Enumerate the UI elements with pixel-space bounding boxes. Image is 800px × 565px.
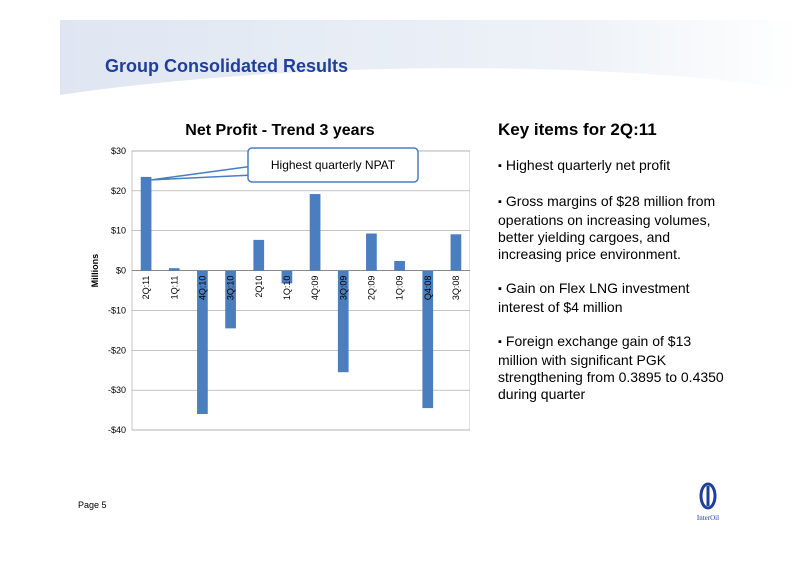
plot-frame [131, 150, 470, 431]
y-tick-label: $0 [116, 266, 126, 276]
page-title: Group Consolidated Results [105, 56, 349, 76]
x-tick-label: 2Q10 [254, 276, 264, 298]
x-tick-label: 4Q:10 [197, 276, 207, 301]
x-tick-label: Q4:08 [423, 276, 433, 301]
bar-1Q:11 [168, 268, 180, 271]
y-tick-label: -$20 [108, 345, 126, 355]
bar-3Q:10 [225, 270, 236, 329]
key-item: Highest quarterly net profit [498, 157, 728, 176]
bar-2Q:11 [140, 176, 152, 271]
y-tick-label: $10 [111, 226, 126, 236]
y-tick-label: -$40 [108, 425, 126, 435]
annotation-pointer [151, 165, 249, 181]
bar-4Q:10 [197, 270, 208, 415]
key-item: Gain on Flex LNG investment interest of … [498, 280, 728, 316]
header-background [60, 20, 800, 95]
x-tick-label: 1Q:09 [395, 276, 405, 301]
chart-title: Net Profit - Trend 3 years [185, 122, 374, 139]
y-tick-label: $20 [111, 186, 126, 196]
y-axis-label: Millions [90, 254, 100, 287]
key-item: Foreign exchange gain of $13 million wit… [498, 333, 728, 403]
bar-1Q:09 [394, 261, 405, 271]
bar-3Q:09 [337, 270, 349, 373]
bar-3Q:08 [450, 234, 462, 271]
interoil-logo: InterOil [697, 482, 719, 522]
net-profit-chart: Net Profit - Trend 3 years Millions $30 $… [90, 122, 470, 435]
logo-text: InterOil [697, 514, 719, 522]
x-tick-label: 2Q:09 [366, 276, 376, 301]
x-tick-label: 1Q:11 [169, 276, 179, 300]
x-tick-label: 4Q:09 [310, 276, 320, 301]
bar-2Q10 [253, 239, 265, 271]
key-items-list: Highest quarterly net profit Gross margi… [498, 157, 728, 420]
y-tick-label: $30 [111, 146, 126, 156]
bar-2Q:09 [366, 233, 377, 271]
key-items-title: Key items for 2Q:11 [498, 120, 657, 139]
page-number: Page 5 [78, 500, 107, 510]
bar-1Q:10 [281, 270, 293, 284]
y-tick-label: -$10 [108, 305, 126, 315]
x-tick-label: 3Q:10 [226, 276, 236, 301]
bar-4Q:09 [309, 194, 321, 271]
x-tick-label: 3Q:08 [451, 276, 461, 301]
annotation-text: Highest quarterly NPAT [271, 158, 396, 172]
y-tick-label: -$30 [108, 385, 126, 395]
x-tick-label: 2Q:11 [141, 276, 151, 300]
bar-Q4:08 [422, 270, 434, 409]
annotation-box [247, 147, 419, 183]
key-item: Gross margins of $28 million from operat… [498, 193, 728, 263]
x-tick-label: 1Q:10 [282, 276, 292, 301]
x-tick-label: 3Q:09 [338, 276, 348, 301]
